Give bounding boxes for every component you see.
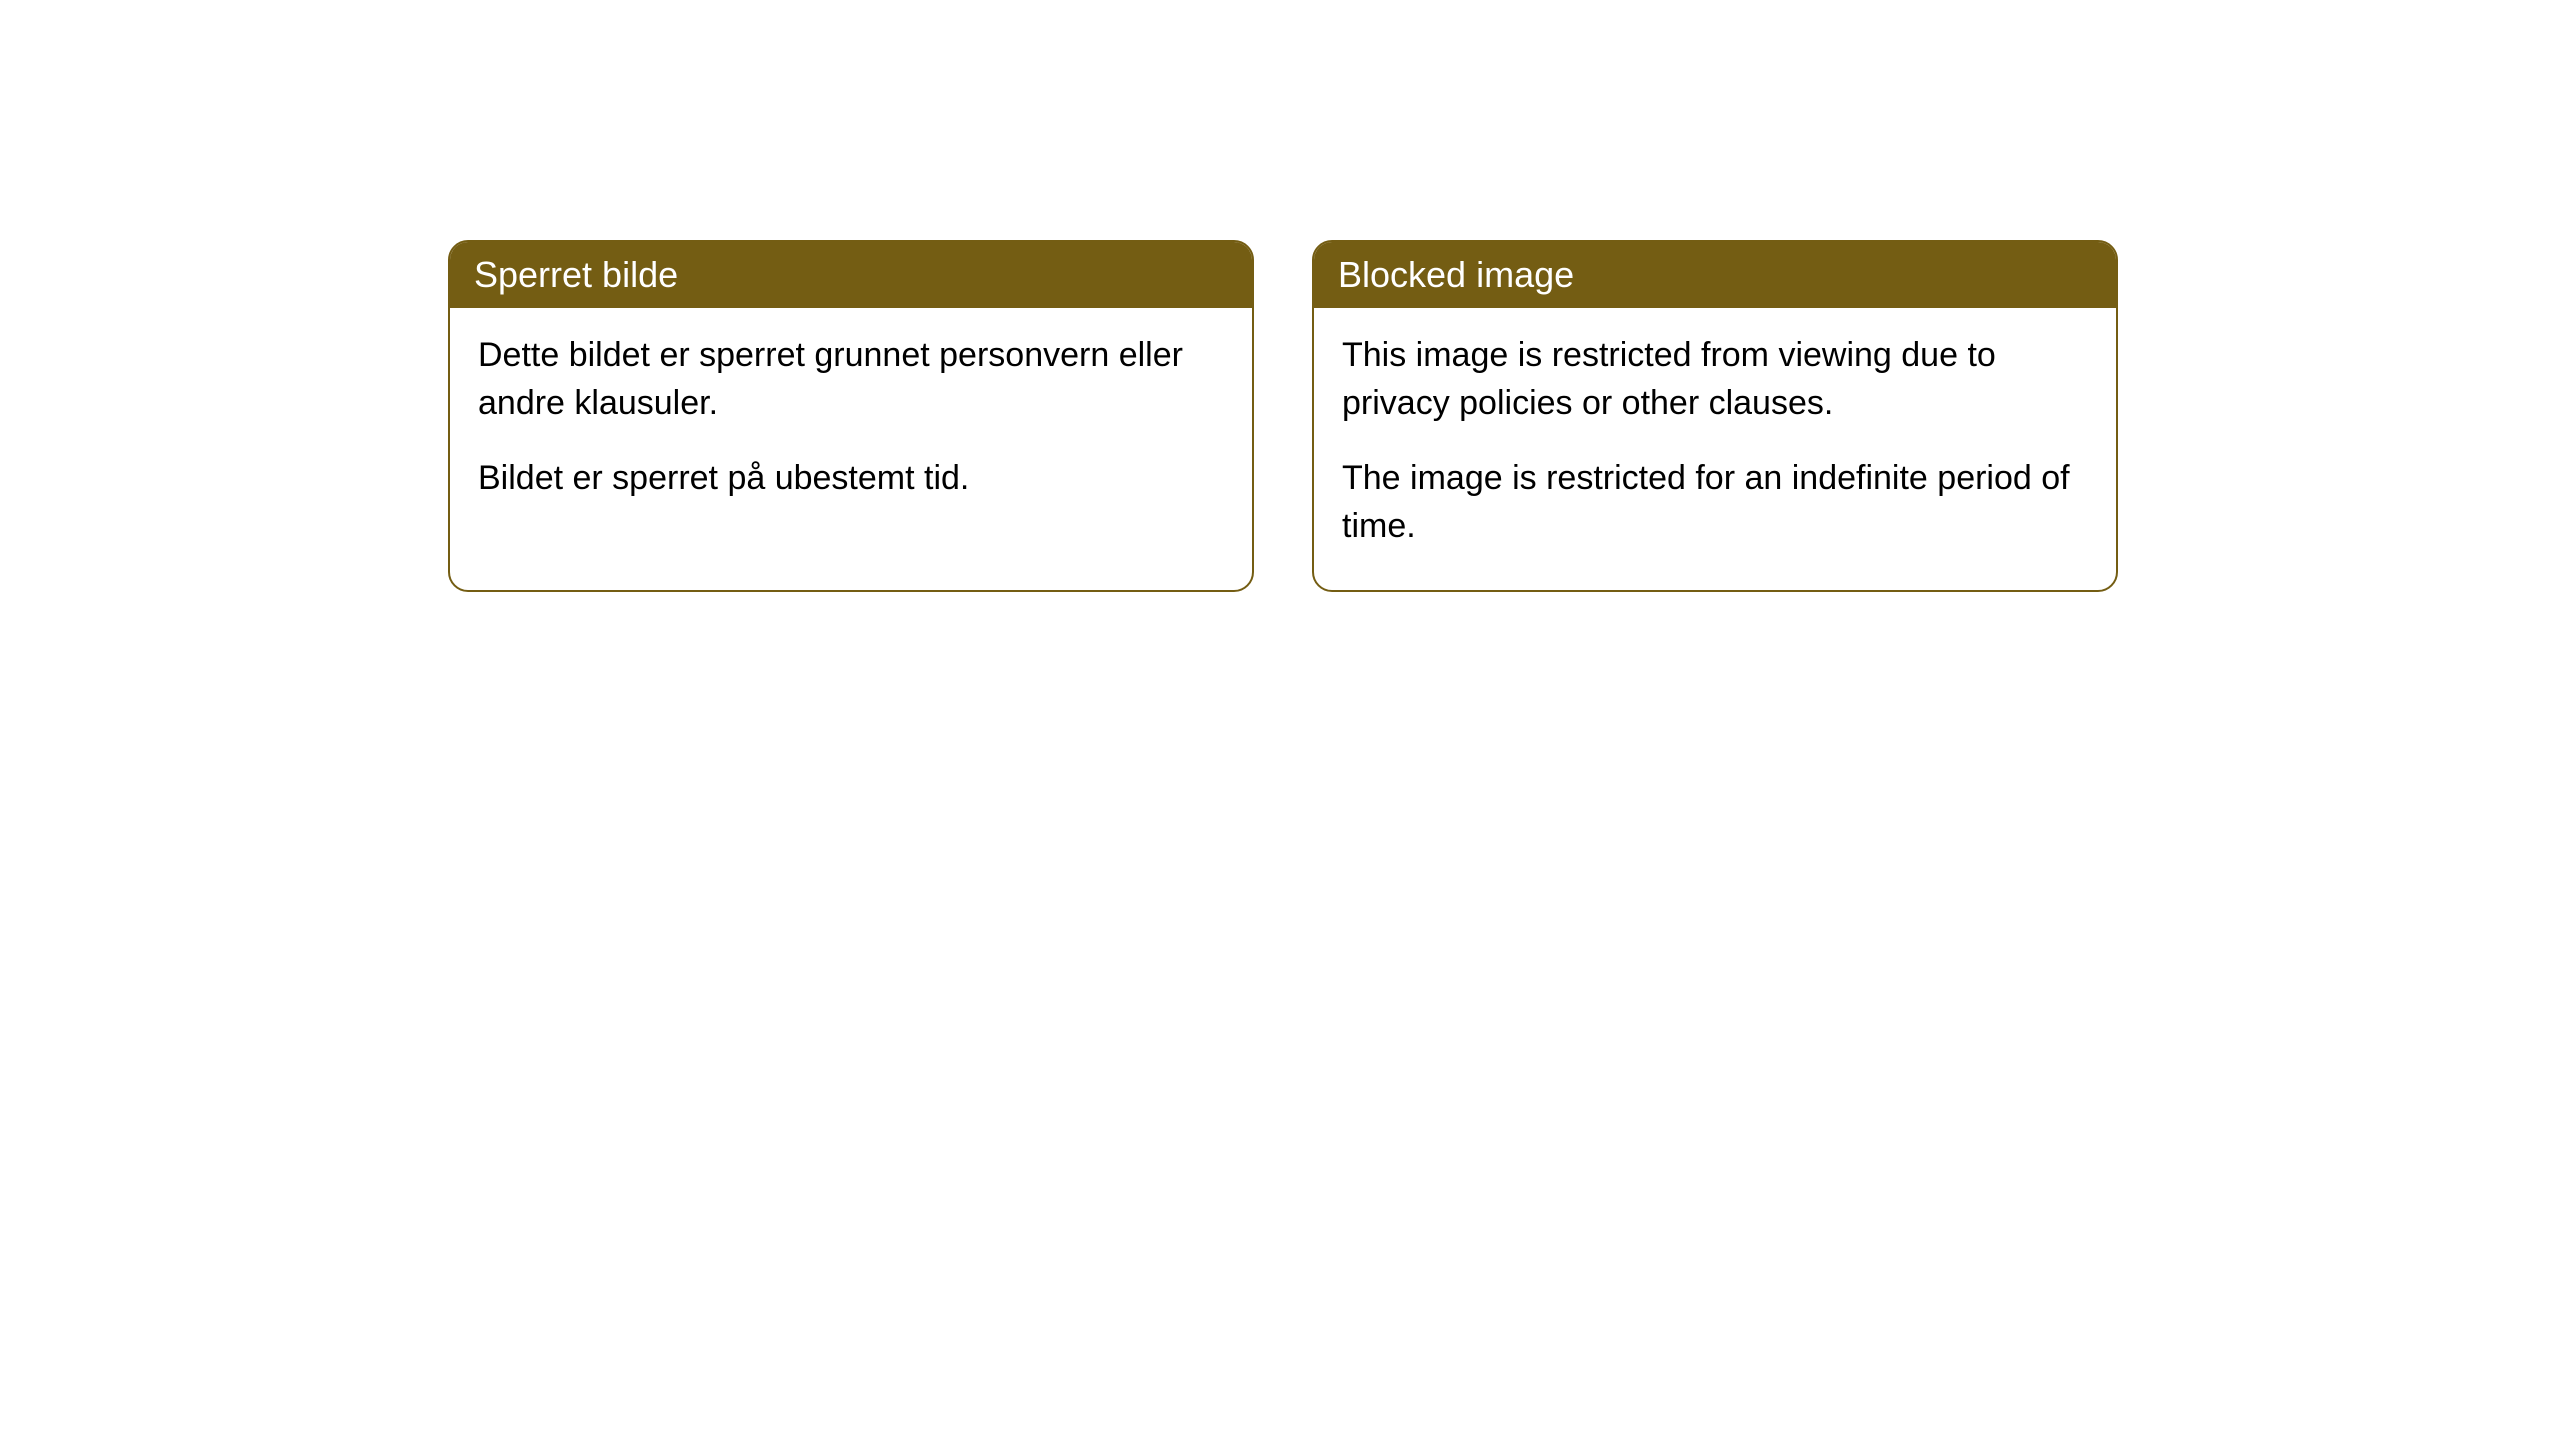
card-header: Blocked image bbox=[1314, 242, 2116, 308]
blocked-image-card-norwegian: Sperret bilde Dette bildet er sperret gr… bbox=[448, 240, 1254, 592]
card-title: Blocked image bbox=[1338, 254, 1574, 295]
card-header: Sperret bilde bbox=[450, 242, 1252, 308]
card-paragraph: The image is restricted for an indefinit… bbox=[1342, 455, 2088, 550]
notice-cards-container: Sperret bilde Dette bildet er sperret gr… bbox=[0, 0, 2560, 592]
card-paragraph: Dette bildet er sperret grunnet personve… bbox=[478, 332, 1224, 427]
card-body: Dette bildet er sperret grunnet personve… bbox=[450, 308, 1252, 543]
card-title: Sperret bilde bbox=[474, 254, 678, 295]
blocked-image-card-english: Blocked image This image is restricted f… bbox=[1312, 240, 2118, 592]
card-body: This image is restricted from viewing du… bbox=[1314, 308, 2116, 590]
card-paragraph: This image is restricted from viewing du… bbox=[1342, 332, 2088, 427]
card-paragraph: Bildet er sperret på ubestemt tid. bbox=[478, 455, 1224, 503]
